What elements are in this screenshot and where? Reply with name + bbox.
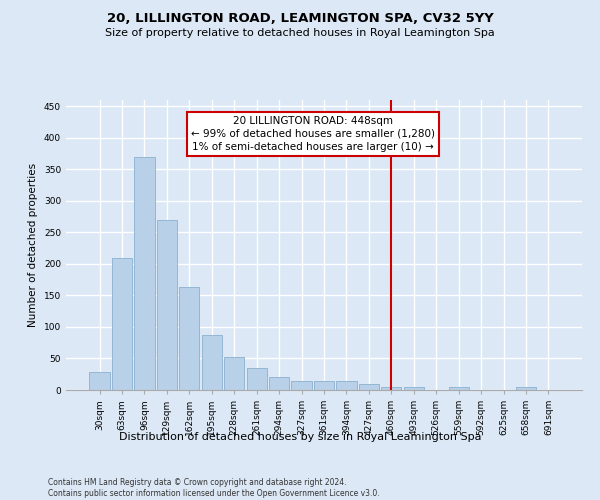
Text: Size of property relative to detached houses in Royal Leamington Spa: Size of property relative to detached ho… — [105, 28, 495, 38]
Bar — [179, 287, 199, 390]
Bar — [314, 380, 334, 390]
Bar — [269, 378, 289, 390]
Bar — [134, 156, 155, 390]
Bar — [381, 387, 401, 390]
Bar — [112, 258, 132, 390]
Bar — [202, 334, 222, 390]
Bar — [337, 380, 356, 390]
Bar — [516, 387, 536, 390]
Bar — [247, 368, 267, 390]
Text: 20 LILLINGTON ROAD: 448sqm
← 99% of detached houses are smaller (1,280)
1% of se: 20 LILLINGTON ROAD: 448sqm ← 99% of deta… — [191, 116, 435, 152]
Text: Distribution of detached houses by size in Royal Leamington Spa: Distribution of detached houses by size … — [119, 432, 481, 442]
Bar — [449, 387, 469, 390]
Text: Contains HM Land Registry data © Crown copyright and database right 2024.
Contai: Contains HM Land Registry data © Crown c… — [48, 478, 380, 498]
Y-axis label: Number of detached properties: Number of detached properties — [28, 163, 38, 327]
Bar — [157, 220, 177, 390]
Bar — [292, 380, 311, 390]
Text: 20, LILLINGTON ROAD, LEAMINGTON SPA, CV32 5YY: 20, LILLINGTON ROAD, LEAMINGTON SPA, CV3… — [107, 12, 493, 26]
Bar — [359, 384, 379, 390]
Bar — [224, 356, 244, 390]
Bar — [404, 387, 424, 390]
Bar — [89, 372, 110, 390]
